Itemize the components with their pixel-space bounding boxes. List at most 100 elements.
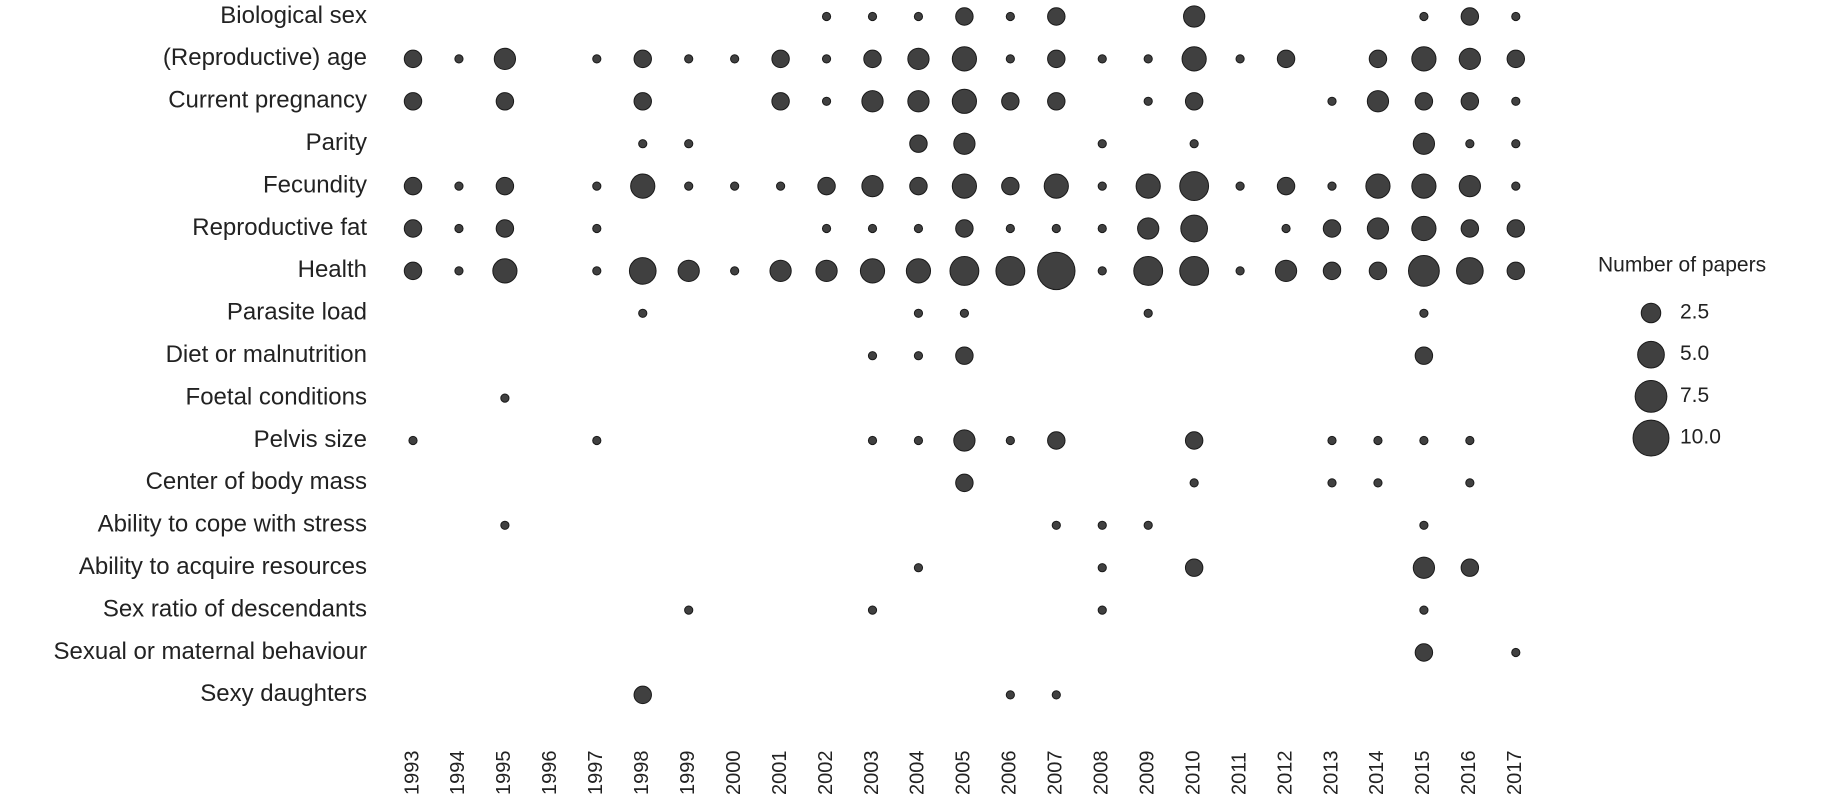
bubble [1179, 255, 1210, 286]
bubble [1235, 181, 1245, 191]
bubble [408, 435, 418, 446]
bubble [821, 11, 832, 22]
bubble [1097, 563, 1107, 573]
bubble [1511, 139, 1521, 149]
bubble [1368, 261, 1388, 281]
bubble [913, 308, 924, 318]
bubble [913, 11, 924, 22]
y-tick-label: Sex ratio of descendants [103, 595, 367, 622]
bubble [1460, 558, 1480, 577]
bubble [913, 223, 924, 234]
bubble [1414, 643, 1434, 662]
bubble [1037, 251, 1076, 291]
bubble [955, 346, 974, 365]
bubble [1143, 308, 1153, 318]
bubble [1511, 11, 1521, 22]
x-tick-label: 2008 [1091, 751, 1113, 796]
bubble [500, 520, 510, 530]
bubble [1189, 139, 1199, 149]
x-tick-label: 2013 [1320, 751, 1342, 796]
bubble [1412, 132, 1436, 155]
bubble [730, 54, 740, 64]
x-tick-label: 2007 [1045, 751, 1067, 796]
bubble [1047, 431, 1066, 450]
bubble [1047, 7, 1066, 26]
bubble [1414, 92, 1434, 111]
bubble [1407, 254, 1440, 287]
bubble [1184, 431, 1204, 450]
bubble [867, 11, 878, 22]
bubble [1458, 47, 1481, 71]
bubble [1051, 223, 1061, 234]
bubble [1511, 647, 1521, 658]
bubble [776, 181, 786, 191]
bubble [995, 255, 1026, 286]
bubble [1097, 266, 1107, 276]
bubble [867, 435, 878, 446]
x-tick-label: 1995 [493, 751, 515, 796]
bubble [1189, 478, 1199, 488]
bubble [1276, 176, 1296, 196]
bubble [1327, 181, 1337, 191]
bubble [1414, 346, 1434, 365]
legend-bubble [1640, 302, 1662, 324]
bubble [1419, 605, 1429, 615]
bubble [1097, 223, 1107, 234]
bubble [1047, 49, 1066, 69]
bubble [592, 181, 602, 191]
y-tick-label: Center of body mass [146, 468, 367, 495]
bubble [403, 176, 423, 196]
bubble [1511, 96, 1521, 106]
bubble [1184, 92, 1204, 111]
bubble [495, 219, 515, 238]
y-tick-label: Diet or malnutrition [166, 341, 367, 368]
bubble [821, 96, 832, 106]
bubble [905, 258, 932, 284]
bubble [454, 54, 464, 64]
bubble [867, 223, 878, 234]
bubble [909, 134, 928, 153]
x-tick-label: 2001 [769, 751, 791, 796]
bubble [1043, 173, 1069, 199]
x-tick-label: 2004 [907, 751, 929, 796]
bubble [955, 7, 974, 26]
legend-label: 2.5 [1680, 301, 1709, 324]
bubble [1235, 54, 1245, 64]
bubble [633, 92, 652, 111]
bubble [592, 266, 602, 276]
y-tick-label: Sexual or maternal behaviour [53, 638, 367, 665]
bubble [592, 223, 602, 234]
bubble [955, 473, 974, 493]
bubble [1181, 46, 1207, 72]
bubble [955, 219, 974, 238]
bubble [1411, 173, 1437, 199]
y-tick-label: Sexy daughters [200, 680, 367, 707]
x-tick-label: 1999 [677, 751, 699, 796]
x-tick-label: 2016 [1458, 751, 1480, 796]
legend-bubble [1632, 419, 1670, 457]
legend-bubble [1637, 340, 1665, 369]
bubble [1419, 520, 1429, 530]
bubble [771, 92, 790, 111]
bubble [1133, 255, 1164, 286]
y-tick-label: Fecundity [263, 171, 367, 198]
bubble [493, 47, 517, 71]
bubble [913, 563, 924, 573]
bubble [1411, 46, 1437, 72]
bubble [861, 90, 884, 113]
bubble [1368, 49, 1388, 69]
bubble [684, 605, 694, 615]
bubble [592, 54, 602, 64]
y-tick-label: Biological sex [220, 2, 367, 29]
y-tick-label: Reproductive fat [192, 214, 367, 241]
bubble [500, 393, 510, 403]
bubble [1419, 435, 1429, 446]
bubble [769, 259, 792, 283]
bubble [1005, 223, 1015, 234]
y-tick-label: Parity [306, 129, 367, 156]
bubble [1097, 181, 1107, 191]
legend-bubble [1634, 380, 1668, 413]
bubble [1005, 11, 1015, 22]
bubble [1506, 261, 1526, 281]
x-tick-label: 2010 [1182, 751, 1204, 796]
